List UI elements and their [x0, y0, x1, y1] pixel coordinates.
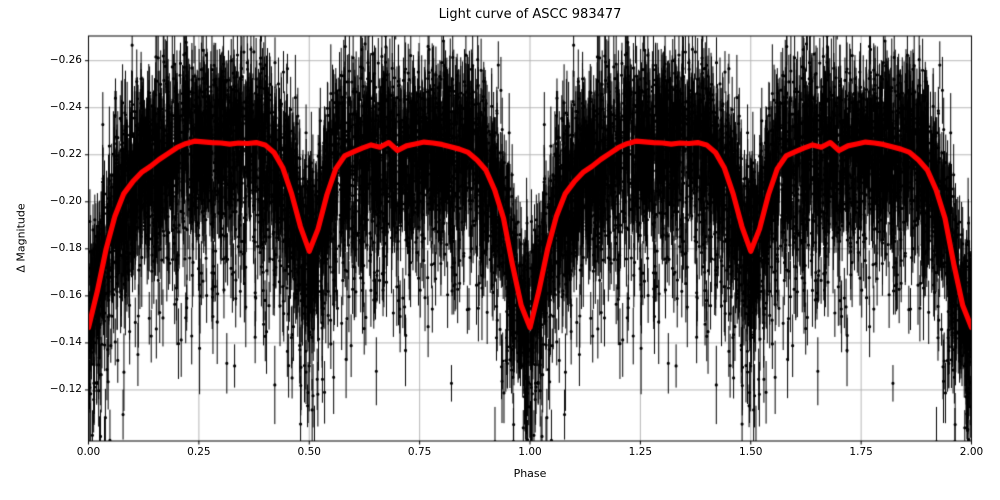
y-tick-label: −0.24	[49, 100, 82, 113]
y-tick-label: −0.26	[49, 53, 82, 66]
y-axis-label: Δ Magnitude	[14, 203, 28, 273]
x-tick-label: 0.25	[187, 446, 211, 458]
chart-title: Light curve of ASCC 983477	[438, 7, 622, 22]
y-tick-label: −0.18	[49, 241, 82, 254]
y-tick-label: −0.14	[49, 335, 82, 348]
x-tick-label: 1.25	[628, 446, 653, 458]
y-tick-label: −0.12	[49, 382, 82, 395]
x-tick-label: 1.50	[739, 446, 763, 458]
x-tick-label: 1.75	[849, 446, 873, 458]
x-tick-label: 0.75	[407, 446, 432, 458]
x-tick-label: 2.00	[959, 446, 984, 458]
x-axis-label: Phase	[513, 467, 547, 480]
y-tick-label: −0.20	[49, 194, 82, 207]
x-tick-label: 1.00	[518, 446, 542, 458]
x-tick-label: 0.00	[76, 446, 101, 458]
y-tick-label: −0.22	[49, 147, 82, 160]
x-tick-label: 0.50	[297, 446, 321, 458]
y-tick-label: −0.16	[49, 288, 82, 301]
